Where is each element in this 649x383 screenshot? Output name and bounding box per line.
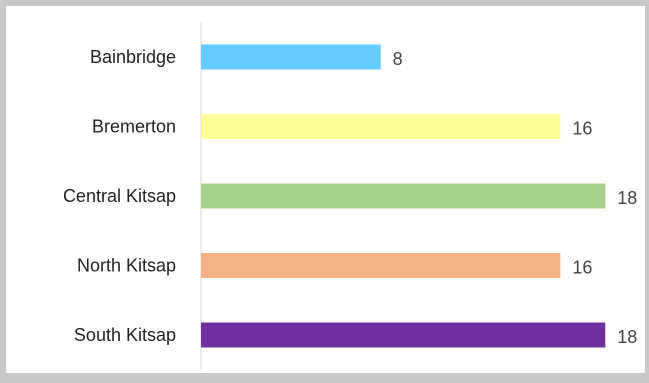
category-label-bremerton: Bremerton	[92, 117, 176, 137]
bar-south-kitsap	[201, 322, 606, 348]
category-label-south-kitsap: South Kitsap	[74, 325, 176, 345]
data-label-bremerton: 16	[572, 119, 592, 139]
bar-group: Bainbridge 8 Bremerton 16 Central Kitsap 18 No…	[63, 44, 637, 348]
category-label-central-kitsap: Central Kitsap	[63, 186, 176, 206]
bar-north-kitsap	[201, 253, 561, 278]
data-label-north-kitsap: 16	[572, 258, 592, 278]
bar-central-kitsap	[201, 183, 606, 209]
data-label-bainbridge: 8	[393, 49, 403, 69]
bar-bainbridge	[201, 44, 381, 70]
data-label-south-kitsap: 18	[617, 327, 637, 347]
category-label-north-kitsap: North Kitsap	[77, 256, 176, 276]
data-label-central-kitsap: 18	[617, 188, 637, 208]
category-label-bainbridge: Bainbridge	[90, 47, 176, 67]
bar-bremerton	[201, 114, 561, 139]
